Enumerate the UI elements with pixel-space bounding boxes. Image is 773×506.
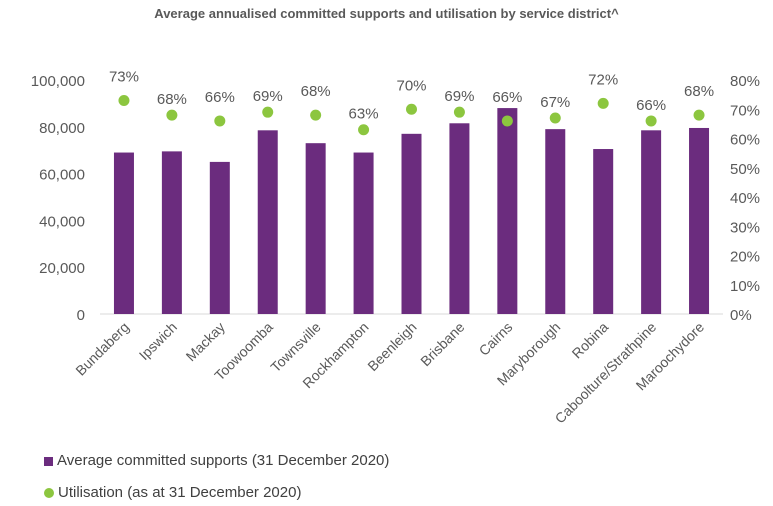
utilisation-point <box>549 112 561 124</box>
utilisation-point <box>310 109 322 121</box>
data-label: 67% <box>540 94 570 111</box>
utilisation-point <box>406 103 417 115</box>
legend-bar-label: Average committed supports (31 December … <box>57 452 390 469</box>
y-tick-label: 60,000 <box>39 167 85 184</box>
x-tick-label: Cairns <box>476 319 516 359</box>
y2-tick-label: 20% <box>730 249 760 266</box>
bar <box>593 149 614 314</box>
legend-item-bar: Average committed supports (31 December … <box>44 452 389 469</box>
utilisation-point <box>214 115 226 127</box>
utilisation-point <box>501 115 513 127</box>
x-tick-label: Mackay <box>183 319 228 364</box>
y2-tick-label: 40% <box>730 190 760 207</box>
chart: 0 20,000 40,000 60,000 80,000 100,000 0% 10% 20%… <box>31 68 760 426</box>
y-tick-label: 20,000 <box>39 260 85 277</box>
x-tick-label: Ipswich <box>136 319 180 363</box>
x-tick-label: Brisbane <box>417 319 468 370</box>
bar <box>353 152 374 314</box>
data-label: 73% <box>109 68 139 85</box>
bar <box>545 129 566 314</box>
utilisation-point <box>453 106 465 118</box>
legend-bar-swatch <box>44 456 53 466</box>
utilisation-point <box>166 109 178 121</box>
y-tick-label: 40,000 <box>39 213 85 230</box>
bar <box>401 133 422 314</box>
bar <box>257 130 278 314</box>
legend-dot-label: Utilisation (as at 31 December 2020) <box>58 484 302 501</box>
y2-tick-label: 70% <box>730 102 760 119</box>
data-label: 66% <box>636 97 666 114</box>
bar <box>641 130 662 314</box>
y-tick-label: 100,000 <box>31 73 85 90</box>
data-label: 72% <box>588 71 618 88</box>
y2-tick-label: 0% <box>730 307 752 324</box>
data-label: 69% <box>253 88 283 105</box>
y-tick-label: 0 <box>77 307 85 324</box>
x-tick-label: Bundaberg <box>72 319 132 379</box>
utilisation-point <box>693 109 705 121</box>
y-tick-label: 80,000 <box>39 120 85 137</box>
utilisation-point <box>118 94 130 106</box>
legend-dot-swatch <box>44 488 54 499</box>
y2-tick-label: 10% <box>730 278 760 295</box>
data-label: 68% <box>157 91 187 108</box>
data-label: 69% <box>444 88 474 105</box>
utilisation-point <box>597 97 609 109</box>
utilisation-point <box>262 106 274 118</box>
data-label: 68% <box>301 83 331 100</box>
data-label: 70% <box>396 77 426 94</box>
y2-tick-label: 30% <box>730 219 760 236</box>
y2-tick-label: 50% <box>730 161 760 178</box>
bar <box>497 108 518 314</box>
data-label: 66% <box>205 89 235 106</box>
bar <box>305 143 326 314</box>
utilisation-point <box>358 124 370 136</box>
data-label: 66% <box>492 89 522 106</box>
legend-item-dot: Utilisation (as at 31 December 2020) <box>44 484 301 501</box>
chart-title: Average annualised committed supports an… <box>154 6 619 21</box>
data-label: 68% <box>684 83 714 100</box>
bar <box>449 123 470 314</box>
y2-tick-label: 60% <box>730 132 760 149</box>
bar <box>161 151 182 314</box>
x-tick-label: Robina <box>569 319 612 362</box>
y2-tick-label: 80% <box>730 73 760 90</box>
utilisation-point <box>645 115 657 127</box>
data-label: 63% <box>349 106 379 123</box>
x-tick-label: Beenleigh <box>364 319 419 374</box>
bar <box>689 127 710 314</box>
bar <box>209 161 230 314</box>
bar <box>113 152 134 314</box>
